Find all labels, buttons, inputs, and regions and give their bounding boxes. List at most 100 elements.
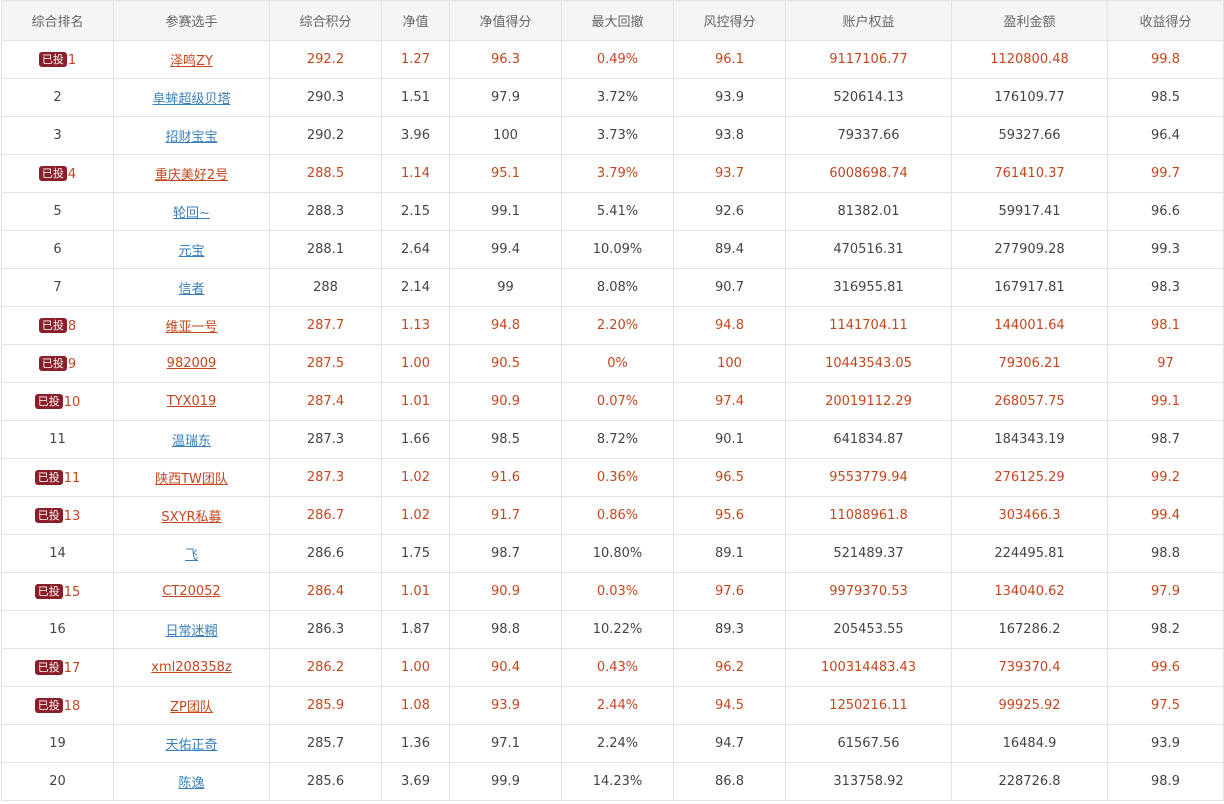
table-row: 20 陈逸 285.6 3.69 99.9 14.23% 86.8 313758.92 2287… — [1, 762, 1224, 801]
return-score-cell: 99.2 — [1107, 458, 1224, 497]
nav-cell: 2.15 — [381, 192, 450, 231]
header-risk-score[interactable]: 风控得分 — [673, 0, 786, 41]
header-player[interactable]: 参赛选手 — [113, 0, 270, 41]
nav-score-cell: 91.7 — [449, 496, 562, 535]
invested-badge: 已投 — [38, 165, 67, 181]
player-cell: 天佑正奇 — [113, 724, 270, 763]
player-link[interactable]: TYX019 — [166, 394, 217, 409]
header-nav[interactable]: 净值 — [381, 0, 450, 41]
table-row: 6 元宝 288.1 2.64 99.4 10.09% 89.4 470516.31 27790… — [1, 230, 1224, 269]
equity-cell: 10443543.05 — [785, 344, 952, 383]
equity-cell: 1250216.11 — [785, 686, 952, 725]
max-drawdown-cell: 0.07% — [561, 382, 674, 421]
player-link[interactable]: 982009 — [166, 356, 217, 371]
rank-value: 20 — [49, 774, 66, 789]
player-link[interactable]: xml208358z — [151, 660, 232, 675]
header-nav-score[interactable]: 净值得分 — [449, 0, 562, 41]
max-drawdown-cell: 10.80% — [561, 534, 674, 573]
nav-score-cell: 90.5 — [449, 344, 562, 383]
max-drawdown-cell: 2.20% — [561, 306, 674, 345]
nav-score-cell: 95.1 — [449, 154, 562, 193]
player-link[interactable]: SXYR私募 — [161, 510, 222, 525]
header-return-score[interactable]: 收益得分 — [1107, 0, 1224, 41]
profit-cell: 184343.19 — [951, 420, 1108, 459]
equity-cell: 313758.92 — [785, 762, 952, 801]
score-cell: 287.4 — [269, 382, 382, 421]
player-cell: 陈逸 — [113, 762, 270, 801]
rank-value: 2 — [53, 90, 62, 105]
max-drawdown-cell: 14.23% — [561, 762, 674, 801]
player-link[interactable]: 维亚一号 — [165, 320, 218, 335]
nav-cell: 1.13 — [381, 306, 450, 345]
profit-cell: 1120800.48 — [951, 40, 1108, 79]
player-cell: 阜蛑超级贝塔 — [113, 78, 270, 117]
player-link[interactable]: 飞 — [184, 548, 198, 563]
return-score-cell: 99.1 — [1107, 382, 1224, 421]
rank-value: 11 — [49, 432, 66, 447]
equity-cell: 6008698.74 — [785, 154, 952, 193]
table-row: 3 招财宝宝 290.2 3.96 100 3.73% 93.8 79337.66 59327.… — [1, 116, 1224, 155]
invested-badge: 已投 — [34, 583, 63, 599]
player-cell: 重庆美好2号 — [113, 154, 270, 193]
profit-cell: 276125.29 — [951, 458, 1108, 497]
profit-cell: 268057.75 — [951, 382, 1108, 421]
risk-score-cell: 95.6 — [673, 496, 786, 535]
risk-score-cell: 94.5 — [673, 686, 786, 725]
equity-cell: 81382.01 — [785, 192, 952, 231]
nav-cell: 2.64 — [381, 230, 450, 269]
player-cell: 维亚一号 — [113, 306, 270, 345]
max-drawdown-cell: 8.08% — [561, 268, 674, 307]
header-score[interactable]: 综合积分 — [269, 0, 382, 41]
player-link[interactable]: 信者 — [178, 282, 205, 297]
max-drawdown-cell: 5.41% — [561, 192, 674, 231]
player-link[interactable]: CT20052 — [162, 584, 221, 599]
player-link[interactable]: ZP团队 — [170, 700, 213, 715]
player-link[interactable]: 招财宝宝 — [165, 130, 218, 145]
risk-score-cell: 92.6 — [673, 192, 786, 231]
nav-cell: 1.14 — [381, 154, 450, 193]
table-row: 已投 11 陕西TW团队 287.3 1.02 91.6 0.36% 96.5 9553779.… — [1, 458, 1224, 497]
player-cell: 陕西TW团队 — [113, 458, 270, 497]
player-link[interactable]: 温瑞东 — [171, 434, 211, 449]
player-link[interactable]: 阜蛑超级贝塔 — [152, 92, 231, 107]
nav-cell: 1.02 — [381, 458, 450, 497]
player-link[interactable]: 日常迷糊 — [165, 624, 218, 639]
header-profit[interactable]: 盈利金额 — [951, 0, 1108, 41]
return-score-cell: 97 — [1107, 344, 1224, 383]
nav-score-cell: 99 — [449, 268, 562, 307]
header-max-drawdown[interactable]: 最大回撤 — [561, 0, 674, 41]
rank-value: 7 — [53, 280, 62, 295]
nav-score-cell: 98.8 — [449, 610, 562, 649]
risk-score-cell: 90.1 — [673, 420, 786, 459]
rank-cell: 已投 15 — [1, 572, 114, 611]
nav-cell: 1.87 — [381, 610, 450, 649]
equity-cell: 641834.87 — [785, 420, 952, 459]
player-link[interactable]: 陈逸 — [178, 776, 205, 791]
risk-score-cell: 94.8 — [673, 306, 786, 345]
rank-value: 1 — [67, 52, 77, 68]
equity-cell: 9117106.77 — [785, 40, 952, 79]
header-rank[interactable]: 综合排名 — [1, 0, 114, 41]
return-score-cell: 98.2 — [1107, 610, 1224, 649]
rank-cell: 2 — [1, 78, 114, 117]
player-link[interactable]: 陕西TW团队 — [155, 472, 228, 487]
rank-cell: 已投 9 — [1, 344, 114, 383]
nav-score-cell: 98.5 — [449, 420, 562, 459]
equity-cell: 520614.13 — [785, 78, 952, 117]
player-cell: 泽鸣ZY — [113, 40, 270, 79]
max-drawdown-cell: 0.43% — [561, 648, 674, 687]
risk-score-cell: 86.8 — [673, 762, 786, 801]
table-row: 14 飞 286.6 1.75 98.7 10.80% 89.1 521489.37 22449… — [1, 534, 1224, 573]
profit-cell: 224495.81 — [951, 534, 1108, 573]
player-link[interactable]: 泽鸣ZY — [170, 54, 213, 69]
player-link[interactable]: 元宝 — [178, 244, 205, 259]
player-link[interactable]: 天佑正奇 — [165, 738, 218, 753]
max-drawdown-cell: 8.72% — [561, 420, 674, 459]
rank-cell: 已投 18 — [1, 686, 114, 725]
nav-cell: 1.27 — [381, 40, 450, 79]
table-row: 5 轮回~ 288.3 2.15 99.1 5.41% 92.6 81382.01 59917.… — [1, 192, 1224, 231]
header-equity[interactable]: 账户权益 — [785, 0, 952, 41]
player-link[interactable]: 重庆美好2号 — [154, 168, 229, 183]
rank-value: 15 — [63, 584, 81, 600]
player-link[interactable]: 轮回~ — [173, 206, 210, 221]
